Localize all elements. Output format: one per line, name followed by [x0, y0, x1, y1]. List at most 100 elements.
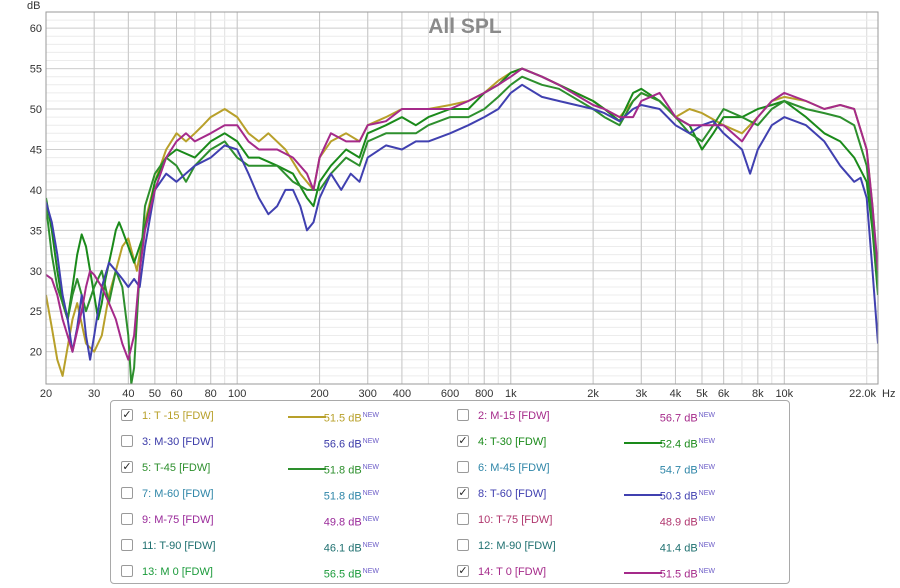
legend-checkbox[interactable] [457, 409, 469, 421]
x-unit-label: Hz [882, 388, 895, 400]
x-tick-label: 50 [149, 388, 161, 400]
x-tick-label: 100 [228, 388, 246, 400]
legend-item: 3: M-30 [FDW] 56.6 dBNEW [121, 432, 441, 452]
new-tag: NEW [362, 438, 379, 445]
x-tick-label: 300 [359, 388, 377, 400]
legend-checkbox[interactable]: ✓ [121, 409, 133, 421]
legend-line-swatch [624, 442, 662, 444]
legend-checkbox[interactable]: ✓ [121, 461, 133, 473]
legend-level-value: 54.7 dBNEW [625, 458, 715, 481]
new-tag: NEW [362, 490, 379, 497]
legend-checkbox[interactable] [457, 513, 469, 525]
new-tag: NEW [698, 490, 715, 497]
legend-level-text: 49.8 dB [323, 516, 362, 529]
legend-label: 6: M-45 [FDW] [478, 462, 550, 474]
legend-level-text: 46.1 dB [323, 542, 362, 555]
legend-panel: ✓ 1: T -15 [FDW] 51.5 dBNEW 2: M-15 [FDW] 56… [110, 400, 790, 584]
legend-label: 8: T-60 [FDW] [478, 488, 547, 500]
legend-level-value: 49.8 dBNEW [289, 510, 379, 533]
legend-label: 4: T-30 [FDW] [478, 436, 547, 448]
legend-label: 11: T-90 [FDW] [142, 540, 216, 552]
legend-item: 9: M-75 [FDW] 49.8 dBNEW [121, 510, 441, 530]
legend-level-value: 56.6 dBNEW [289, 432, 379, 455]
new-tag: NEW [698, 438, 715, 445]
legend-checkbox[interactable]: ✓ [457, 487, 469, 499]
legend-level-text: 56.5 dB [323, 568, 362, 581]
legend-checkbox[interactable] [121, 487, 133, 499]
x-tick-label: 400 [393, 388, 411, 400]
legend-item: ✓ 1: T -15 [FDW] 51.5 dBNEW [121, 406, 441, 426]
legend-checkbox[interactable]: ✓ [457, 435, 469, 447]
legend-checkbox[interactable] [121, 539, 133, 551]
legend-level-value: 51.8 dBNEW [289, 458, 379, 481]
x-tick-label: 8k [752, 388, 764, 400]
legend-level-value: 52.4 dBNEW [625, 432, 715, 455]
new-tag: NEW [362, 516, 379, 523]
x-tick-label: 22.0k [849, 388, 876, 400]
legend-line-swatch [288, 416, 326, 418]
legend-item: 13: M 0 [FDW] 56.5 dBNEW [121, 562, 441, 582]
legend-label: 13: M 0 [FDW] [142, 566, 213, 578]
new-tag: NEW [362, 464, 379, 471]
legend-level-text: 48.9 dB [659, 516, 698, 529]
y-tick-label: 25 [30, 306, 42, 318]
legend-level-text: 54.7 dB [659, 464, 698, 477]
legend-label: 5: T-45 [FDW] [142, 462, 211, 474]
x-tick-label: 600 [441, 388, 459, 400]
legend-item: 12: M-90 [FDW] 41.4 dBNEW [457, 536, 777, 556]
new-tag: NEW [698, 542, 715, 549]
legend-label: 10: T-75 [FDW] [478, 514, 553, 526]
legend-label: 1: T -15 [FDW] [142, 410, 214, 422]
new-tag: NEW [698, 516, 715, 523]
legend-checkbox[interactable] [457, 461, 469, 473]
y-axis-label: dB [27, 0, 40, 12]
x-tick-label: 200 [310, 388, 328, 400]
y-tick-label: 20 [30, 347, 42, 359]
legend-checkbox[interactable] [457, 539, 469, 551]
chart-canvas: 20 25 30 35 40 45 50 55 60 20 30 40 50 60 80 100 200 300 4… [27, 0, 895, 400]
y-tick-label: 30 [30, 266, 42, 278]
legend-item: ✓ 14: T 0 [FDW] 51.5 dBNEW [457, 562, 777, 582]
x-tick-label: 60 [170, 388, 182, 400]
legend-level-value: 46.1 dBNEW [289, 536, 379, 559]
series-line [46, 75, 878, 384]
legend-label: 3: M-30 [FDW] [142, 436, 214, 448]
spl-chart: 20 25 30 35 40 45 50 55 60 20 30 40 50 60 80 100 200 300 4… [27, 0, 895, 400]
x-tick-label: 10k [775, 388, 793, 400]
legend-checkbox[interactable] [121, 513, 133, 525]
legend-level-text: 51.8 dB [323, 464, 362, 477]
new-tag: NEW [698, 464, 715, 471]
x-tick-label: 20 [40, 388, 52, 400]
new-tag: NEW [362, 542, 379, 549]
new-tag: NEW [698, 568, 715, 575]
legend-item: 10: T-75 [FDW] 48.9 dBNEW [457, 510, 777, 530]
legend-level-text: 56.6 dB [323, 438, 362, 451]
legend-label: 2: M-15 [FDW] [478, 410, 550, 422]
y-tick-label: 45 [30, 144, 42, 156]
legend-level-text: 51.5 dB [323, 412, 362, 425]
legend-item: 6: M-45 [FDW] 54.7 dBNEW [457, 458, 777, 478]
legend-label: 14: T 0 [FDW] [478, 566, 547, 578]
legend-checkbox[interactable] [121, 565, 133, 577]
legend-label: 9: M-75 [FDW] [142, 514, 214, 526]
legend-label: 7: M-60 [FDW] [142, 488, 214, 500]
legend-item: 2: M-15 [FDW] 56.7 dBNEW [457, 406, 777, 426]
legend-item: 7: M-60 [FDW] 51.8 dBNEW [121, 484, 441, 504]
x-tick-label: 800 [475, 388, 493, 400]
new-tag: NEW [698, 412, 715, 419]
x-tick-label: 30 [88, 388, 100, 400]
new-tag: NEW [362, 568, 379, 575]
chart-title: All SPL [428, 15, 502, 38]
legend-checkbox[interactable]: ✓ [457, 565, 469, 577]
y-tick-label: 55 [30, 64, 42, 76]
legend-level-text: 51.5 dB [659, 568, 698, 581]
legend-line-swatch [624, 494, 662, 496]
x-tick-label: 4k [670, 388, 682, 400]
y-tick-label: 40 [30, 185, 42, 197]
x-tick-label: 3k [635, 388, 647, 400]
legend-level-value: 41.4 dBNEW [625, 536, 715, 559]
y-tick-label: 60 [30, 23, 42, 35]
legend-item: 11: T-90 [FDW] 46.1 dBNEW [121, 536, 441, 556]
y-tick-label: 35 [30, 225, 42, 237]
legend-checkbox[interactable] [121, 435, 133, 447]
